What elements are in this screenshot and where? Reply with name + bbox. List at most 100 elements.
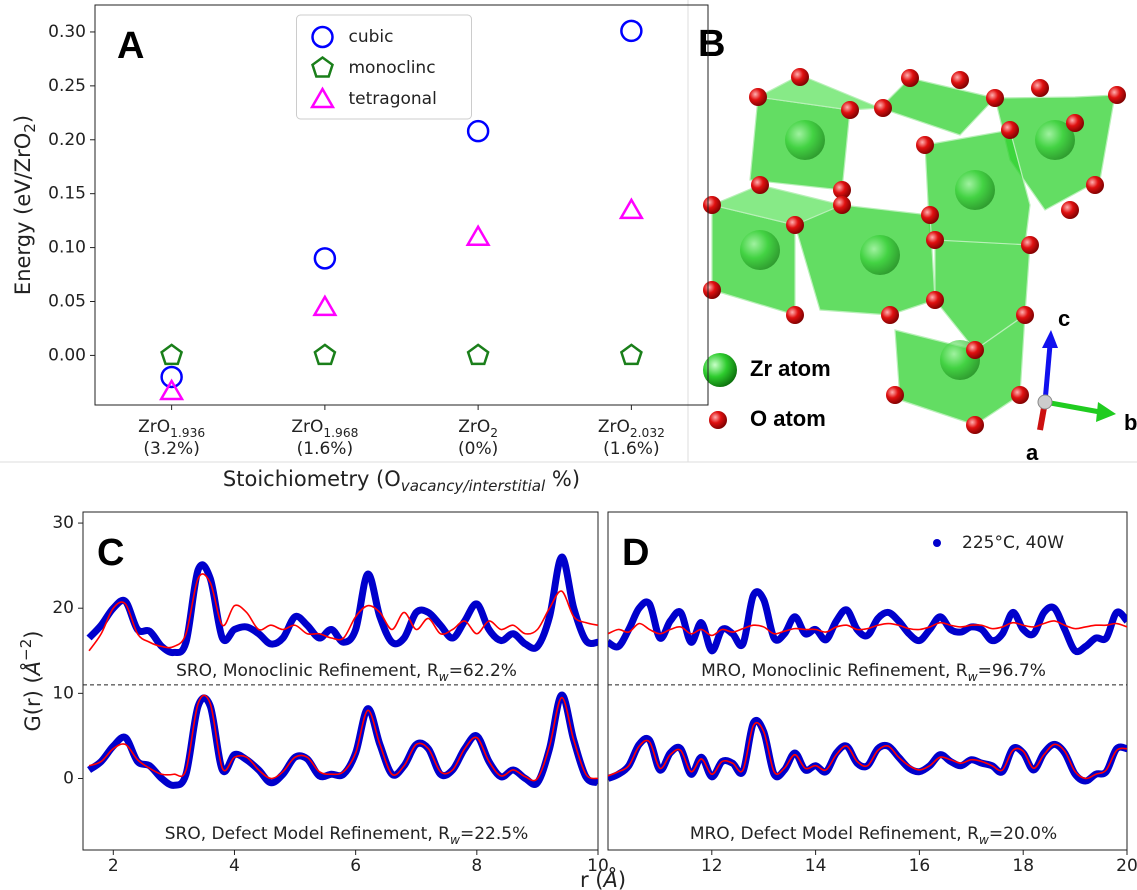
text-part: −2: [17, 639, 35, 661]
o-atom: [786, 306, 804, 324]
o-atom: [1031, 79, 1049, 97]
text-part: 2.032: [630, 426, 665, 440]
axis-origin: [1037, 394, 1053, 410]
o-atom: [926, 231, 944, 249]
o-atom: [881, 306, 899, 324]
data-curve: [608, 716, 1127, 785]
o-atom: [791, 68, 809, 86]
marker: [618, 197, 644, 220]
text-part: w: [979, 833, 990, 847]
zr-atom: [740, 230, 780, 270]
annotation: SRO, Monoclinic Refinement, Rw=62.2%: [176, 661, 517, 684]
text-part: Stoichiometry (O: [223, 467, 401, 491]
legend-label: 225°C, 40W: [962, 533, 1064, 553]
o-atom: [1061, 201, 1079, 219]
text-part: ZrO: [291, 417, 323, 437]
plot-frame: [607, 511, 1128, 851]
o-atom: [841, 101, 859, 119]
text-part: ZrO: [598, 417, 630, 437]
text-part: Å: [601, 866, 617, 890]
y-tick-label: 0: [63, 768, 74, 788]
fit-curve: [88, 694, 598, 782]
legend-zr-marker: [703, 353, 737, 387]
y-tick-label: 30: [52, 513, 74, 533]
x-tick-label: 20: [1116, 856, 1137, 876]
marker: [311, 25, 334, 49]
x-tick-label: 2: [108, 856, 119, 876]
o-atom: [749, 88, 767, 106]
y-tick-label: 0.30: [48, 22, 86, 42]
o-atom: [1086, 176, 1104, 194]
marker: [160, 343, 184, 366]
x-tick-label: (1.6%): [603, 439, 659, 459]
text-part: =20.0%: [989, 824, 1057, 844]
text-part: %): [545, 467, 580, 491]
o-atom: [951, 71, 969, 89]
text-part: Energy (eV/ZrO: [11, 133, 35, 295]
text-part: 1.936: [170, 426, 205, 440]
o-atom: [703, 196, 721, 214]
y-tick-label: 10: [52, 683, 74, 703]
y-axis-label: Energy (eV/ZrO2): [11, 115, 39, 295]
text-part: SRO, Monoclinic Refinement, R: [176, 661, 439, 681]
text-part: =62.2%: [449, 661, 517, 681]
x-tick-label: 6: [350, 856, 361, 876]
text-part: w: [450, 833, 461, 847]
legend-o: O atom: [750, 406, 826, 431]
zr-atom: [785, 120, 825, 160]
text-part: ZrO: [138, 417, 170, 437]
x-tick-label: (0%): [458, 439, 498, 459]
marker: [619, 343, 643, 366]
text-part: ZrO: [458, 417, 490, 437]
text-part: vacancy/interstitial: [401, 477, 546, 495]
x-tick-label: 8: [471, 856, 482, 876]
x-axis-label: Stoichiometry (Ovacancy/interstitial %): [223, 467, 580, 495]
marker: [160, 365, 183, 389]
text-part: SRO, Defect Model Refinement, R: [165, 824, 450, 844]
legend-zr: Zr atom: [750, 356, 831, 381]
text-part: =96.7%: [978, 661, 1046, 681]
annotation: SRO, Defect Model Refinement, Rw=22.5%: [165, 824, 528, 847]
o-atom: [1066, 114, 1084, 132]
o-atom: [966, 416, 984, 434]
panel-label: B: [698, 23, 725, 65]
o-atom: [833, 181, 851, 199]
o-atom: [874, 99, 892, 117]
text-part: 2: [490, 426, 498, 440]
o-atom: [916, 136, 934, 154]
text-part: MRO, Defect Model Refinement, R: [690, 824, 979, 844]
text-part: =22.5%: [460, 824, 528, 844]
o-atom: [1021, 236, 1039, 254]
x-tick-label: ZrO1.968: [291, 417, 358, 440]
data-curve: [86, 553, 598, 657]
x-tick-label: 12: [701, 856, 723, 876]
axis-label: c: [1058, 306, 1070, 331]
legend-label: tetragonal: [349, 89, 437, 109]
marker: [466, 119, 490, 143]
x-tick-label: ZrO2.032: [598, 417, 665, 440]
o-atom: [926, 291, 944, 309]
x-tick-label: 14: [805, 856, 827, 876]
structure-panel: B Zr atom O atom: [698, 23, 1137, 465]
y-tick-label: 0.25: [48, 76, 86, 96]
marker: [465, 224, 491, 247]
text-part: G(r) (: [21, 675, 45, 731]
y-tick-label: 0.00: [48, 345, 86, 365]
text-part: ): [11, 115, 35, 123]
legend-marker: [933, 539, 941, 547]
o-atom: [1108, 86, 1126, 104]
o-atom: [1016, 306, 1034, 324]
legend-label: monoclinc: [349, 58, 436, 78]
panel-label: C: [97, 532, 124, 574]
annotation: MRO, Monoclinic Refinement, Rw=96.7%: [701, 661, 1046, 684]
fit-curve: [88, 573, 598, 652]
x-axis-label: r (Å): [580, 866, 626, 890]
x-tick-label: (1.6%): [297, 439, 353, 459]
y-axis-label: G(r) (Å−2): [17, 630, 46, 731]
axis-triad: c b a: [1026, 306, 1137, 465]
o-atom: [921, 206, 939, 224]
legend-o-marker: [709, 411, 727, 429]
y-tick-label: 20: [52, 598, 74, 618]
